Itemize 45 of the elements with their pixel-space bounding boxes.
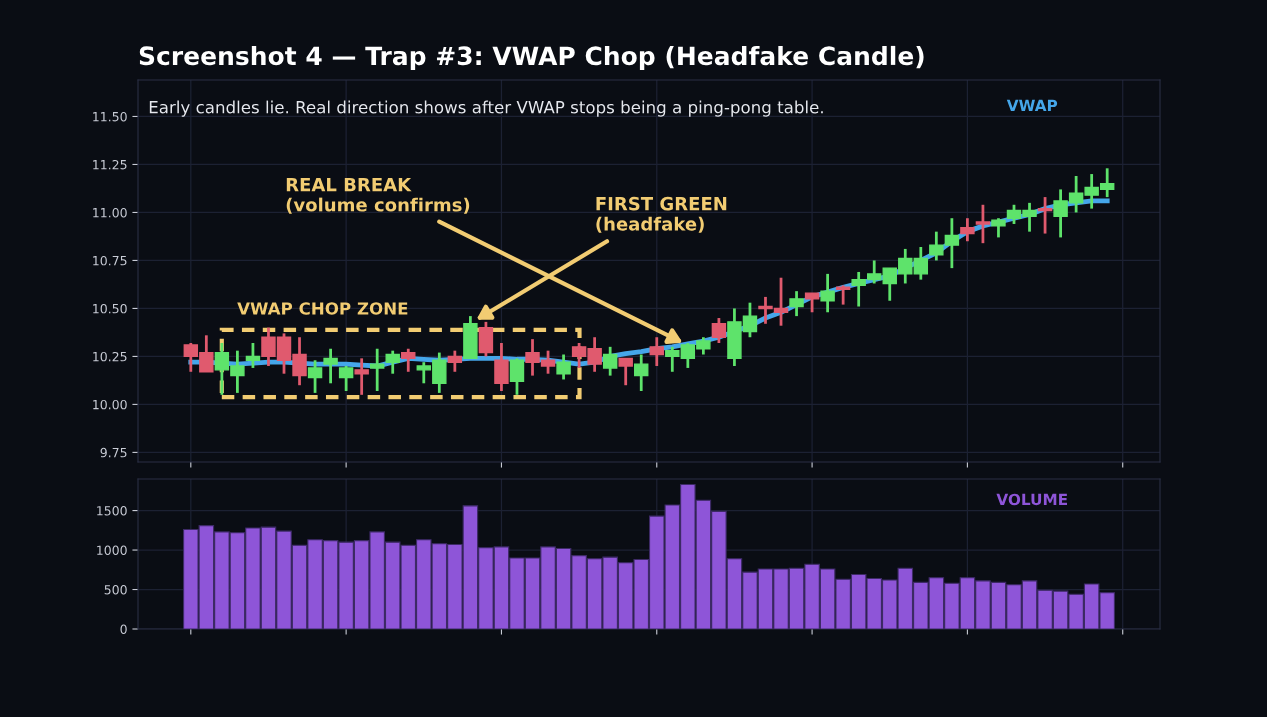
candlestick bbox=[975, 203, 991, 245]
candlestick bbox=[602, 345, 618, 378]
text: VWAP bbox=[1006, 99, 1058, 111]
annotation: REAL BREAK (volume confirms) bbox=[286, 177, 470, 214]
annotation: Early candles lie. Real direction shows after VWAP stops being a ping-pong table. bbox=[149, 100, 823, 117]
y-tick-label: 500 bbox=[104, 585, 127, 595]
y-tick-label: 11.00 bbox=[93, 207, 127, 218]
candlestick bbox=[820, 272, 835, 314]
candlestick bbox=[338, 364, 354, 393]
y-tick-label: 1000 bbox=[97, 545, 127, 555]
candlestick bbox=[354, 356, 369, 397]
candlestick bbox=[401, 347, 416, 374]
candlestick bbox=[494, 341, 509, 393]
candlestick bbox=[307, 358, 323, 395]
y-tick-label: 11.50 bbox=[93, 111, 127, 122]
annotation: VWAP CHOP ZONE bbox=[237, 302, 408, 315]
candlestick bbox=[649, 335, 664, 368]
candlestick bbox=[711, 316, 727, 345]
candlestick bbox=[789, 289, 804, 318]
candlestick bbox=[835, 284, 851, 306]
y-tick-label: 10.00 bbox=[93, 399, 127, 410]
y-tick-label: 11.25 bbox=[93, 159, 127, 170]
candlestick bbox=[913, 245, 929, 282]
candlestick bbox=[634, 353, 649, 393]
candlestick bbox=[447, 349, 463, 374]
candlestick bbox=[618, 356, 633, 387]
y-tick-label: 10.25 bbox=[93, 351, 127, 362]
chart-title: Screenshot 4 — Trap #3: VWAP Chop (Headfake Candle) bbox=[139, 45, 924, 71]
candlestick bbox=[323, 347, 338, 385]
candlestick bbox=[245, 341, 261, 370]
y-tick-label: 9.75 bbox=[100, 447, 127, 458]
y-tick-label: 10.75 bbox=[93, 255, 127, 266]
candlestick bbox=[991, 216, 1006, 239]
candlestick bbox=[804, 291, 820, 314]
candlestick bbox=[556, 353, 571, 381]
y-tick-label: 10.50 bbox=[93, 303, 127, 314]
candlestick bbox=[960, 216, 975, 243]
y-tick-label: 1500 bbox=[97, 506, 127, 516]
candlestick bbox=[1037, 195, 1053, 235]
candlestick bbox=[369, 347, 385, 393]
text: VOLUME bbox=[996, 493, 1068, 506]
y-tick-label: 0 bbox=[120, 624, 127, 634]
annotation: FIRST GREEN (headfake) bbox=[596, 196, 727, 233]
candlestick bbox=[509, 356, 525, 397]
candlestick bbox=[385, 349, 400, 376]
